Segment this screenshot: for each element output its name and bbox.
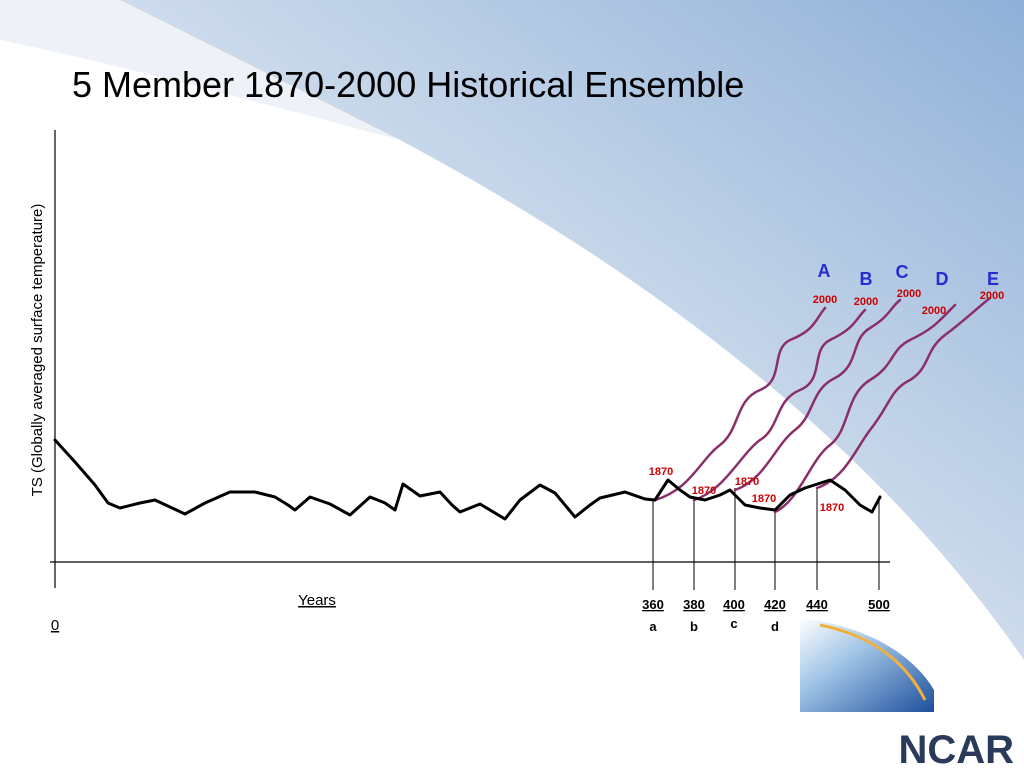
logo-text: NCAR <box>898 728 1014 768</box>
branch-member: d <box>771 619 779 634</box>
member-name: B <box>860 269 873 289</box>
y-axis-label: TS (Globally averaged surface temperatur… <box>29 204 46 497</box>
title: 5 Member 1870-2000 Historical Ensemble <box>72 64 744 105</box>
member-name: D <box>936 269 949 289</box>
branch-curve <box>773 303 957 514</box>
origin-label: 0 <box>51 617 59 634</box>
member-name: A <box>818 261 831 281</box>
member-name: E <box>987 269 999 289</box>
control-run <box>53 438 882 521</box>
branch-year: 440 <box>806 597 828 612</box>
branch-end-year: 2000 <box>813 294 837 306</box>
logo-graphic <box>800 618 934 712</box>
background-swoosh <box>120 0 1024 660</box>
branch-year: 420 <box>764 597 786 612</box>
branch-end-year: 2000 <box>922 305 946 317</box>
tick-lines <box>652 488 880 590</box>
logo-graphic <box>819 623 927 701</box>
branch-end-year: 2000 <box>897 288 921 300</box>
branch-start-year: 1870 <box>752 493 776 505</box>
ensemble-branches <box>653 296 992 514</box>
branch-member: b <box>690 619 698 634</box>
branch-start-year: 1870 <box>735 476 759 488</box>
branch-start-year: 1870 <box>692 485 716 497</box>
x-axis-label: Years <box>298 592 336 609</box>
branch-end-year: 2000 <box>854 296 878 308</box>
branch-member: a <box>649 619 657 634</box>
branch-curve <box>692 308 867 502</box>
branch-curve <box>733 298 902 492</box>
background-swoosh <box>0 0 400 140</box>
member-name: C <box>896 262 909 282</box>
branch-start-year: 1870 <box>820 502 844 514</box>
branch-curve <box>653 306 827 502</box>
branch-start-year: 1870 <box>649 466 673 478</box>
branch-year: 400 <box>723 597 745 612</box>
branch-year: 360 <box>642 597 664 612</box>
end-year: 500 <box>868 597 890 612</box>
branch-member: c <box>730 616 737 631</box>
branch-year: 380 <box>683 597 705 612</box>
branch-end-year: 2000 <box>980 290 1004 302</box>
branch-curve <box>815 296 992 490</box>
